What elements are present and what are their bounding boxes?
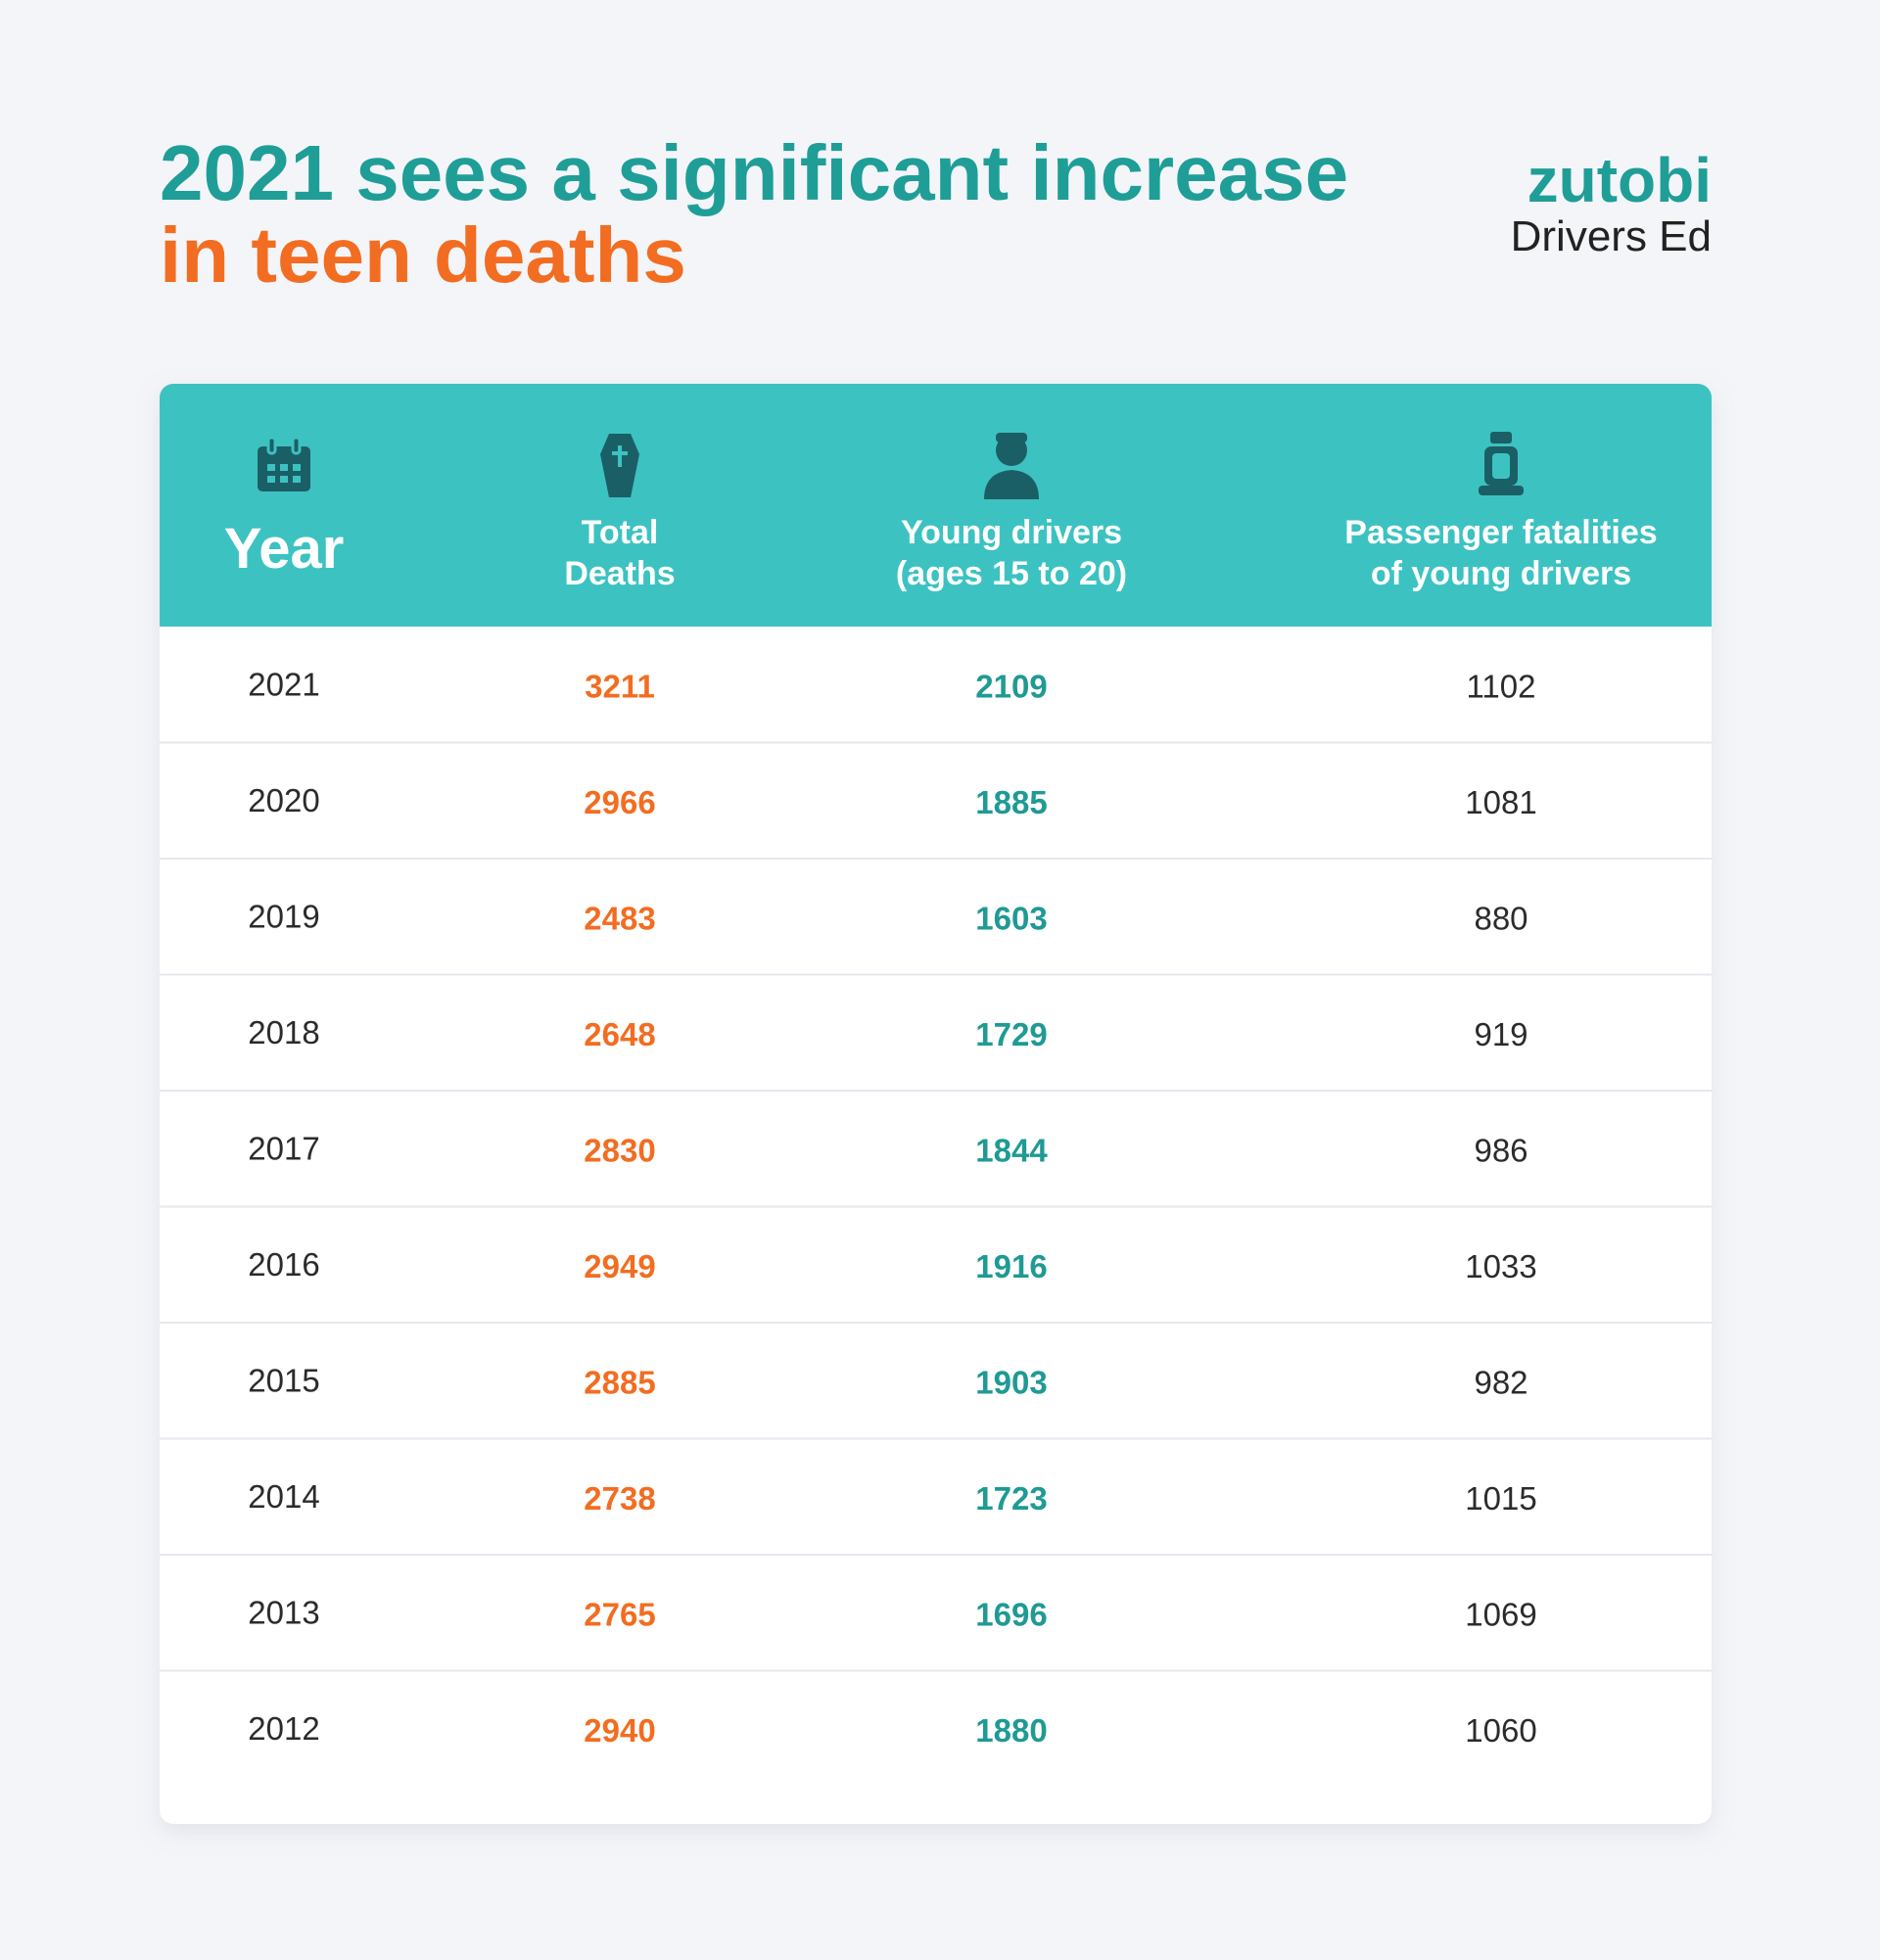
column-header: Total xyxy=(582,514,659,551)
table-cell: 2483 xyxy=(584,900,655,936)
table-header xyxy=(160,384,1712,627)
table-cell: 880 xyxy=(1474,900,1528,936)
table-cell: 2018 xyxy=(248,1014,319,1050)
table-cell: 2830 xyxy=(584,1132,655,1168)
title-line: 2021 sees a significant increase xyxy=(160,129,1348,216)
table-cell: 1033 xyxy=(1465,1248,1536,1284)
table-cell: 2109 xyxy=(975,668,1047,704)
column-header: (ages 15 to 20) xyxy=(896,555,1127,592)
icon-coffin xyxy=(600,434,639,497)
table-cell: 1885 xyxy=(975,784,1047,820)
icon-calendar xyxy=(258,436,310,491)
table-cell: 982 xyxy=(1474,1364,1528,1400)
table-cell: 2013 xyxy=(248,1594,319,1630)
title-line: in teen deaths xyxy=(160,211,686,299)
column-header: of young drivers xyxy=(1371,555,1631,592)
table-cell: 919 xyxy=(1474,1016,1528,1052)
table-cell: 2885 xyxy=(584,1364,655,1400)
table-cell: 986 xyxy=(1474,1132,1528,1168)
table-cell: 2966 xyxy=(584,784,655,820)
column-header: Deaths xyxy=(564,555,675,592)
table-cell: 1696 xyxy=(975,1596,1047,1632)
table-cell: 2021 xyxy=(248,666,319,702)
table-cell: 1916 xyxy=(975,1248,1047,1284)
table-cell: 3211 xyxy=(585,668,655,704)
table-cell: 1729 xyxy=(975,1016,1047,1052)
table-cell: 1723 xyxy=(975,1480,1047,1517)
table-cell: 1069 xyxy=(1465,1596,1536,1632)
table-cell: 2015 xyxy=(248,1362,319,1398)
table-card xyxy=(160,384,1712,1824)
table-cell: 1015 xyxy=(1465,1480,1536,1517)
table-cell: 1880 xyxy=(975,1712,1047,1749)
table-cell: 2949 xyxy=(584,1248,655,1284)
table-cell: 1102 xyxy=(1467,668,1536,704)
table-cell: 2648 xyxy=(584,1016,655,1052)
table-cell: 1844 xyxy=(975,1132,1048,1168)
card-background xyxy=(160,384,1712,1824)
icon-seat xyxy=(1479,432,1524,495)
table-cell: 1903 xyxy=(975,1364,1047,1400)
logo-brand: zutobi xyxy=(1528,145,1712,215)
table-cell: 2014 xyxy=(248,1478,319,1515)
table-cell: 2012 xyxy=(248,1710,319,1747)
table-cell: 2765 xyxy=(584,1596,655,1632)
table-body: 2021 3211 2109 1102 2020 2966 1885 1081 2019 2483… xyxy=(160,666,1712,1749)
table-cell: 2738 xyxy=(584,1480,655,1517)
logo-subtitle: Drivers Ed xyxy=(1511,212,1712,260)
header-labels: Year Total Deaths Young drivers (ages 15 to … xyxy=(224,514,1658,592)
table-cell: 2016 xyxy=(248,1246,319,1283)
column-header: Young drivers xyxy=(901,514,1122,551)
table-cell: 1081 xyxy=(1465,784,1536,820)
column-header: Year xyxy=(224,517,345,581)
icon-driver xyxy=(984,433,1039,499)
table-cell: 2020 xyxy=(248,782,319,818)
table-cell: 2940 xyxy=(584,1712,655,1749)
table-cell: 2017 xyxy=(248,1130,319,1166)
table-cell: 1603 xyxy=(975,900,1047,936)
table-cell: 2019 xyxy=(248,898,319,934)
table-cell: 1060 xyxy=(1465,1712,1536,1749)
column-header: Passenger fatalities xyxy=(1344,514,1657,551)
